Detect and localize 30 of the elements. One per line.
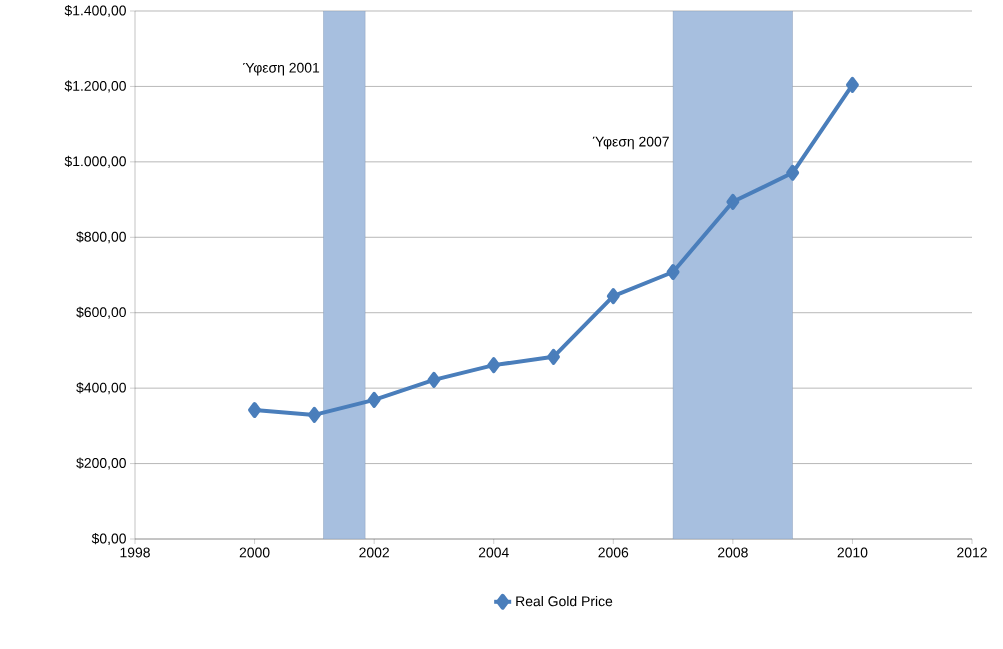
point: [307, 406, 321, 423]
point: [427, 371, 441, 388]
x-tick-label: 2004: [478, 547, 509, 558]
y-tick-label: $0,00: [91, 532, 126, 546]
x-tick-label: 1998: [120, 547, 150, 558]
point: [367, 391, 381, 408]
legend-label: Real Gold Price: [516, 595, 613, 607]
y-tick-label: $1.000,00: [64, 155, 126, 168]
y-tick-label: $400,00: [76, 382, 126, 395]
x-tick-label: 2002: [359, 547, 389, 558]
point: [487, 357, 501, 374]
point: [845, 76, 859, 93]
band-label: Ύφεση 2001: [243, 62, 320, 76]
point: [606, 288, 620, 305]
x-tick-label: 2012: [957, 547, 987, 558]
x-tick-label: 2008: [718, 547, 748, 558]
x-tick-label: 2006: [598, 547, 629, 558]
y-tick-label: $1.400,00: [64, 4, 126, 18]
x-tick-label: 2000: [239, 547, 270, 558]
point: [248, 402, 262, 418]
point: [547, 348, 560, 365]
y-tick-label: $800,00: [76, 231, 126, 244]
point: [726, 193, 740, 210]
y-tick-label: $600,00: [76, 306, 126, 319]
point: [666, 264, 680, 280]
point: [786, 164, 800, 181]
band-label: Ύφεση 2007: [592, 136, 669, 150]
y-tick-label: $1.200,00: [64, 80, 126, 93]
y-tick-label: $200,00: [76, 457, 126, 470]
x-tick-label: 2010: [837, 547, 868, 558]
